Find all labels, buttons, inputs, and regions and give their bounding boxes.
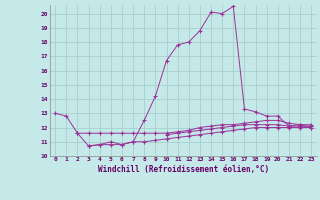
X-axis label: Windchill (Refroidissement éolien,°C): Windchill (Refroidissement éolien,°C) <box>98 165 269 174</box>
